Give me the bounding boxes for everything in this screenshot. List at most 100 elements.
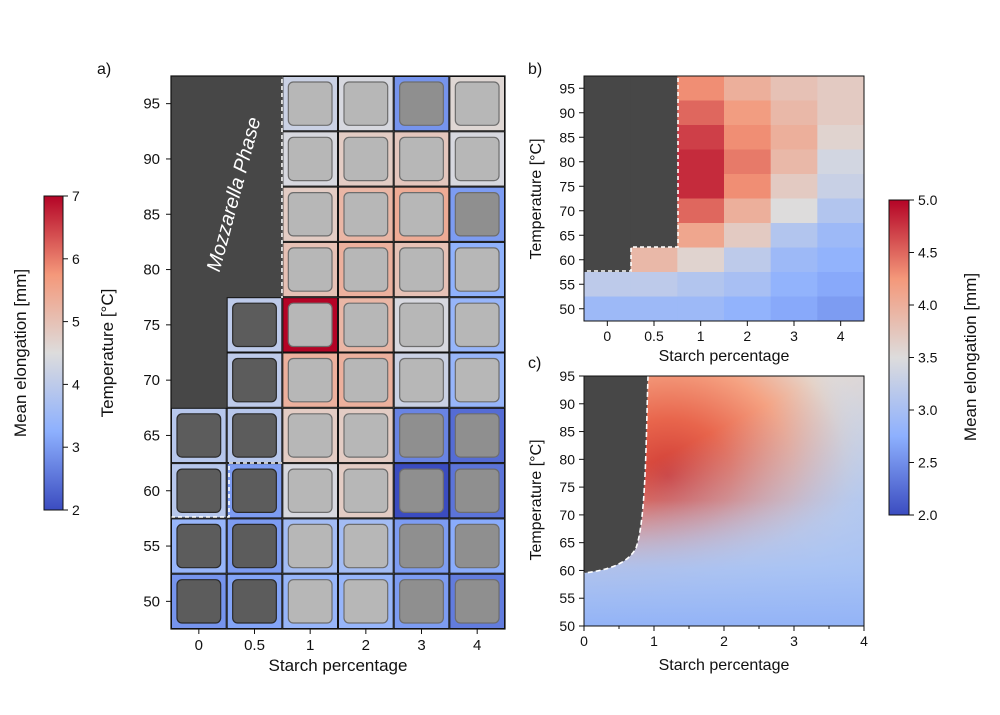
panel-b-cell xyxy=(677,296,725,322)
panel-b-cell xyxy=(724,296,772,322)
panel-a-ytick-label: 55 xyxy=(143,538,160,555)
panel-c-masked-region xyxy=(584,376,648,573)
colorbar-tick-label: 3.0 xyxy=(918,402,938,418)
panel-b-cell xyxy=(817,149,865,175)
panel-b-ytick-label: 65 xyxy=(559,227,575,243)
colorbar-tick-label: 4 xyxy=(72,376,80,392)
panel-b-cell xyxy=(817,198,865,224)
panel-a-sample-image xyxy=(343,192,389,237)
panel-b-xtick-label: 4 xyxy=(837,328,845,344)
panel-b-masked-cell xyxy=(630,76,678,101)
panel-a-sample-image xyxy=(176,413,222,458)
panel-b-cell xyxy=(770,247,818,273)
panel-b-masked-cell xyxy=(630,174,678,199)
panel-c-ytick-label: 85 xyxy=(559,424,575,440)
panel-a-sample-image xyxy=(176,468,222,514)
panel-a-sample-image xyxy=(399,136,444,182)
panel-a-sample-image xyxy=(287,523,333,569)
panel-a-sample-image xyxy=(287,81,333,126)
panel-b-cell xyxy=(817,272,865,297)
panel-a-xtick-label: 2 xyxy=(362,637,370,654)
panel-b-cell xyxy=(677,223,725,248)
panel-a-sample-image xyxy=(287,413,333,458)
colorbar-tick-label: 7 xyxy=(72,188,80,204)
panel-a-sample-image xyxy=(399,523,444,569)
panel-a-sample-image xyxy=(343,579,389,624)
colorbar-left-gradient xyxy=(43,195,64,511)
panel-a-sample-image xyxy=(454,357,500,403)
panel-c-mask-boundary xyxy=(584,376,649,574)
panel-b-masked-cell xyxy=(630,100,678,126)
panel-b-cell xyxy=(630,247,678,273)
panel-a-ytick-label: 95 xyxy=(143,96,160,113)
panel-a-xtick-label: 4 xyxy=(473,637,481,654)
panel-a-phase-boundary-lower xyxy=(171,462,282,518)
panel-a-xlabel: Starch percentage xyxy=(269,656,408,675)
panel-b-masked-cell xyxy=(584,100,632,126)
panel-c-ytick-label: 50 xyxy=(559,618,575,634)
panel-a-sample-image xyxy=(343,468,389,514)
colorbar-right-gradient xyxy=(888,199,910,516)
panel-a-sample-image xyxy=(287,579,333,624)
panel-a-sample-image xyxy=(287,357,333,403)
panel-b-cell xyxy=(817,76,865,101)
panel-a-sample-image xyxy=(343,523,389,569)
panel-a-sample-image xyxy=(399,247,444,292)
panel-b-cell xyxy=(817,174,865,199)
panel-b-xtick-label: 2 xyxy=(743,328,751,344)
panel-b-cell xyxy=(724,272,772,297)
panel-a-sample-image xyxy=(287,136,333,182)
panel-b-masked-cell xyxy=(584,247,632,273)
colorbar-tick-label: 3 xyxy=(72,439,80,455)
panel-b-cell xyxy=(817,296,865,322)
panel-b-cell xyxy=(677,125,725,150)
panel-b-cell xyxy=(677,272,725,297)
panel-b-ytick-label: 95 xyxy=(559,80,575,96)
panel-c: c) 95 90 85 80 75 70 65 60 55 50 0 1 2 3 4 Temperature… xyxy=(528,355,868,674)
panel-b-xtick-label: 1 xyxy=(697,328,705,344)
panel-b-ytick-label: 80 xyxy=(559,154,575,170)
panel-a-sample-image xyxy=(232,302,277,348)
panel-a-sample-image xyxy=(454,468,500,514)
panel-b-cell xyxy=(770,125,818,150)
panel-b-ytick-label: 60 xyxy=(559,252,575,268)
colorbar-tick-label: 5.0 xyxy=(918,192,938,208)
panel-a-sample-image xyxy=(343,136,389,182)
panel-a-ytick-label: 75 xyxy=(143,317,160,334)
panel-b-cell xyxy=(817,223,865,248)
colorbar-tick-label: 2.0 xyxy=(918,507,938,523)
panel-b-xtick-label: 3 xyxy=(790,328,798,344)
panel-a-sample-image xyxy=(287,468,333,514)
panel-b-masked-cell xyxy=(584,174,632,199)
panel-a-sample-image xyxy=(399,357,444,403)
panel-a-sample-image xyxy=(399,468,444,514)
panel-a-sample-image xyxy=(343,357,389,403)
panel-b-cell xyxy=(770,76,818,101)
panel-a-ytick-label: 65 xyxy=(143,427,160,444)
panel-b-cell xyxy=(724,174,772,199)
colorbar-tick-label: 6 xyxy=(72,251,80,267)
colorbar-right-label: Mean elongation [mm] xyxy=(961,273,980,441)
panel-c-xlabel: Starch percentage xyxy=(659,657,790,674)
panel-b-ytick-label: 55 xyxy=(559,276,575,292)
panel-b-ytick-label: 85 xyxy=(559,129,575,145)
panel-a-ytick-label: 70 xyxy=(143,372,160,389)
panel-b-cell xyxy=(584,272,632,297)
panel-b-ytick-label: 70 xyxy=(559,203,575,219)
panel-b-masked-cell xyxy=(584,76,632,101)
panel-a-sample-image xyxy=(287,302,333,348)
panel-b-phase-boundary xyxy=(584,78,679,272)
panel-b-masked-cell xyxy=(584,125,632,150)
panel-a-sample-image xyxy=(343,81,389,126)
panel-b-ytick-label: 50 xyxy=(559,301,575,317)
panel-b-xtick-label: 0.5 xyxy=(644,328,664,344)
colorbar-tick-label: 3.5 xyxy=(918,350,938,366)
panel-a-xtick-label: 0 xyxy=(195,637,203,654)
panel-b-masked-cell xyxy=(630,125,678,150)
panel-a-sample-image xyxy=(399,302,444,348)
panel-b-masked-cell xyxy=(630,149,678,175)
panel-a-sample-image xyxy=(399,579,444,624)
panel-c-ytick-label: 80 xyxy=(559,451,575,467)
colorbar-tick-label: 2 xyxy=(72,502,80,518)
